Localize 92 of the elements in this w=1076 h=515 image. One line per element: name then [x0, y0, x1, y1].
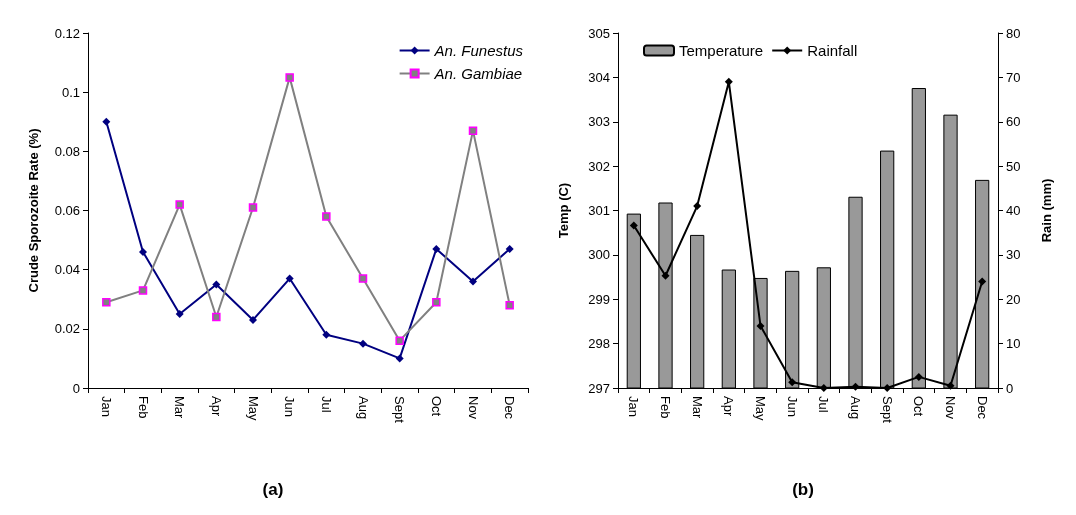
point [212, 312, 221, 322]
x-tick-label: Apr [721, 396, 737, 417]
y2-tick-label: 80 [1006, 25, 1021, 41]
y-tick-label: 298 [588, 336, 610, 352]
legend-label: An. Funestus [433, 42, 524, 59]
y-tick-label: 304 [588, 69, 610, 85]
point [756, 321, 765, 330]
legend-label: Temperature [679, 42, 764, 59]
text: (a) [262, 480, 284, 499]
point [788, 378, 797, 387]
point [322, 212, 331, 221]
x-tick-label: Nov [943, 396, 958, 420]
y2-axis-title: Rain (mm) [1039, 178, 1054, 243]
y-tick-label: 0.02 [54, 321, 80, 337]
y-tick-label: 0 [72, 380, 80, 396]
x-tick-label: Aug [355, 396, 371, 420]
x-tick-label: Feb [658, 396, 673, 419]
point [395, 336, 404, 345]
point [978, 277, 987, 286]
point [661, 271, 670, 280]
legend-label: An. Gambiae [433, 65, 523, 82]
y-tick-label: 0.04 [54, 262, 80, 278]
point [139, 247, 147, 256]
y-tick-label: 0.08 [54, 143, 80, 159]
x-tick-label: Dec [974, 396, 990, 420]
y2-tick-label: 0 [1006, 380, 1014, 396]
y2-tick-label: 70 [1006, 69, 1021, 85]
x-tick-label: Nov [465, 396, 481, 420]
point [851, 382, 860, 391]
point [359, 339, 367, 348]
x-tick-label: Jul [318, 396, 334, 413]
x-tick-label: Jun [282, 396, 298, 417]
point [469, 277, 477, 286]
point [175, 310, 184, 319]
y-tick-label: 300 [588, 247, 610, 263]
x-tick-label: Dec [502, 396, 518, 420]
point [724, 77, 733, 86]
x-tick-label: Aug [848, 396, 863, 420]
x-tick-label: May [753, 396, 768, 422]
point [468, 126, 478, 135]
point [432, 297, 441, 307]
x-tick-label: Jan [626, 396, 642, 417]
y2-tick-label: 50 [1006, 158, 1021, 174]
point [102, 297, 111, 307]
point [693, 202, 702, 211]
x-tick-label: Oct [911, 396, 927, 417]
point [248, 203, 258, 212]
x-tick-label: May [245, 396, 261, 422]
legend-label: Rainfall [807, 42, 858, 59]
x-tick-label: Mar [689, 396, 705, 420]
y-tick-label: 303 [588, 114, 610, 130]
point [395, 354, 404, 363]
point [946, 381, 955, 390]
x-tick-label: Sept [879, 396, 895, 424]
x-tick-label: Sept [392, 396, 408, 424]
point [285, 274, 294, 283]
point [102, 117, 111, 126]
x-tick-label: Feb [135, 396, 151, 419]
x-tick-label: Apr [208, 396, 224, 417]
y2-tick-label: 10 [1006, 336, 1021, 352]
point [249, 315, 257, 324]
y2-tick-label: 40 [1006, 203, 1021, 218]
x-tick-label: Oct [428, 396, 444, 417]
x-tick-label: Jan [98, 396, 114, 417]
point [629, 221, 638, 230]
y2-tick-label: 20 [1006, 291, 1021, 307]
y-tick-label: 0.1 [61, 84, 80, 100]
y-tick-label: 0.06 [54, 203, 80, 218]
x-tick-label: Jul [816, 396, 832, 413]
text: (b) [792, 480, 814, 499]
point [138, 286, 148, 295]
y2-tick-label: 30 [1006, 247, 1021, 263]
point [358, 274, 368, 283]
point [285, 73, 294, 82]
point [914, 372, 923, 381]
x-tick-label: Mar [172, 396, 188, 420]
point [432, 244, 441, 253]
y-tick-label: 0.12 [54, 25, 80, 41]
y2-tick-label: 60 [1006, 114, 1021, 130]
y-axis-title: Crude Sporozoite Rate (%) [26, 128, 41, 293]
point [505, 300, 514, 310]
y-tick-label: 299 [588, 291, 610, 307]
point [505, 244, 514, 253]
y-tick-label: 302 [588, 158, 610, 174]
y-tick-label: 301 [588, 203, 610, 218]
y-tick-label: 297 [588, 380, 610, 396]
point [175, 200, 184, 209]
x-tick-label: Jun [784, 396, 800, 417]
point [212, 280, 221, 289]
y-tick-label: 305 [588, 25, 610, 41]
point [322, 330, 331, 339]
y-axis-title: Temp (C) [556, 182, 571, 239]
